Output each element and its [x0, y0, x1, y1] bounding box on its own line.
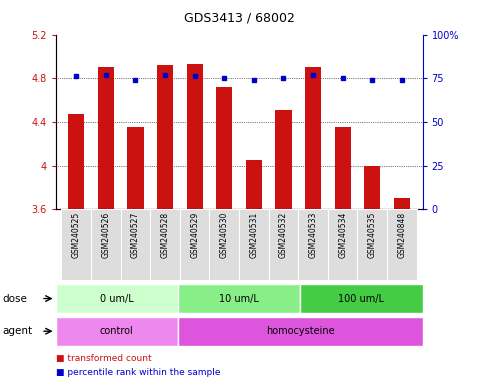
Text: GSM240534: GSM240534 — [338, 212, 347, 258]
Text: 0 um/L: 0 um/L — [100, 293, 134, 304]
Bar — [178, 284, 300, 313]
Bar — [186, 64, 203, 209]
Text: homocysteine: homocysteine — [266, 326, 335, 336]
Text: GSM240531: GSM240531 — [249, 212, 258, 258]
Bar — [210, 209, 239, 280]
Text: GDS3413 / 68002: GDS3413 / 68002 — [184, 12, 295, 25]
Text: GSM240526: GSM240526 — [101, 212, 111, 258]
Bar — [275, 110, 292, 209]
Text: ■ transformed count: ■ transformed count — [56, 354, 151, 363]
Bar — [56, 317, 178, 346]
Bar — [178, 317, 423, 346]
Bar — [61, 209, 91, 280]
Text: dose: dose — [2, 293, 28, 304]
Text: GSM240848: GSM240848 — [398, 212, 406, 258]
Bar — [56, 284, 178, 313]
Bar — [121, 209, 150, 280]
Bar — [98, 67, 114, 209]
Text: 10 um/L: 10 um/L — [219, 293, 259, 304]
Bar — [387, 209, 417, 280]
Bar — [394, 199, 410, 209]
Bar — [68, 114, 85, 209]
Bar — [150, 209, 180, 280]
Text: control: control — [100, 326, 134, 336]
Bar — [269, 209, 298, 280]
Bar — [357, 209, 387, 280]
Text: GSM240532: GSM240532 — [279, 212, 288, 258]
Bar — [298, 209, 328, 280]
Text: GSM240535: GSM240535 — [368, 212, 377, 258]
Bar — [128, 127, 143, 209]
Bar — [335, 127, 351, 209]
Bar — [246, 160, 262, 209]
Text: GSM240529: GSM240529 — [190, 212, 199, 258]
Bar — [328, 209, 357, 280]
Text: agent: agent — [2, 326, 32, 336]
Text: GSM240528: GSM240528 — [160, 212, 170, 258]
Bar — [216, 87, 232, 209]
Bar — [300, 284, 423, 313]
Bar — [364, 166, 381, 209]
Bar — [305, 67, 321, 209]
Text: ■ percentile rank within the sample: ■ percentile rank within the sample — [56, 368, 220, 377]
Bar — [91, 209, 121, 280]
Text: GSM240530: GSM240530 — [220, 212, 229, 258]
Text: GSM240533: GSM240533 — [309, 212, 318, 258]
Text: GSM240525: GSM240525 — [72, 212, 81, 258]
Text: 100 um/L: 100 um/L — [339, 293, 384, 304]
Bar — [157, 65, 173, 209]
Bar — [239, 209, 269, 280]
Bar — [180, 209, 210, 280]
Text: GSM240527: GSM240527 — [131, 212, 140, 258]
